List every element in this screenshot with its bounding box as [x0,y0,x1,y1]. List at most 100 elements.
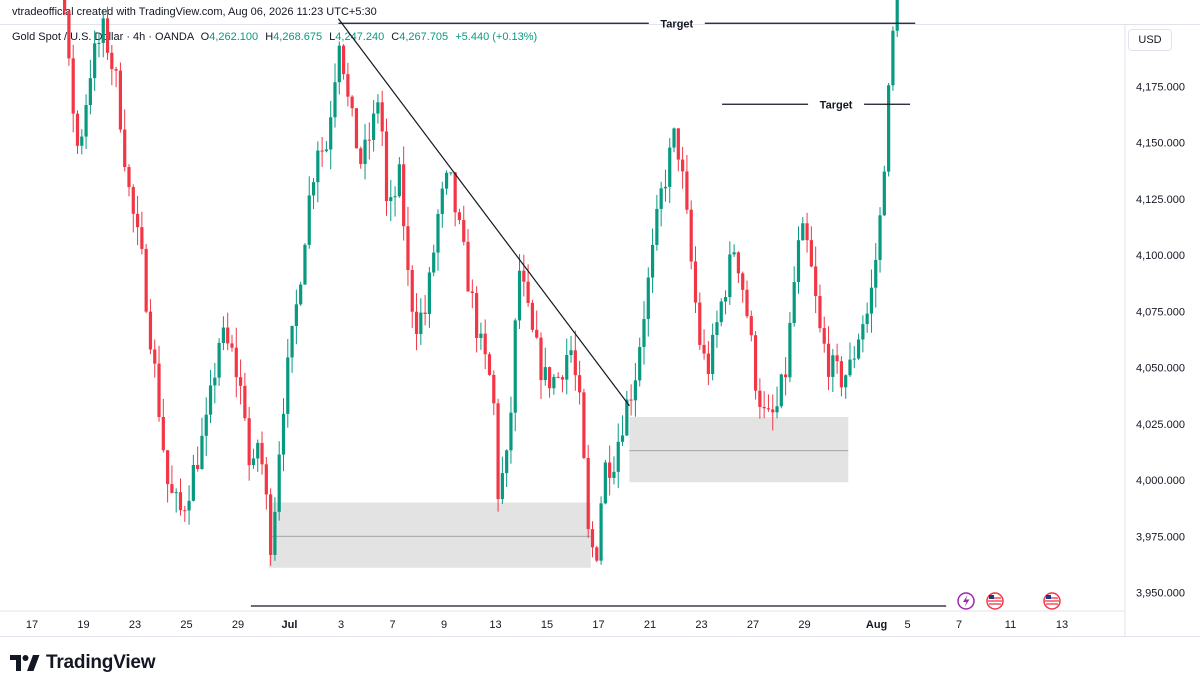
candle-body[interactable] [363,139,367,164]
candle-body[interactable] [882,171,886,216]
candle-body[interactable] [878,215,882,260]
candle-body[interactable] [758,390,762,407]
tradingview-brand[interactable]: TradingView [10,652,156,674]
candle-body[interactable] [131,187,135,214]
candle-body[interactable] [603,462,607,504]
candle-body[interactable] [217,342,221,378]
candle-body[interactable] [453,172,457,213]
candle-body[interactable] [230,343,234,348]
candle-body[interactable] [423,312,427,314]
candle-body[interactable] [329,117,333,150]
candle-body[interactable] [659,188,663,209]
candle-body[interactable] [110,52,114,70]
us-flag-event-icon[interactable] [986,592,1004,610]
candle-body[interactable] [324,149,329,152]
candle-body[interactable] [698,302,702,345]
candle-body[interactable] [410,270,414,312]
candle-body[interactable] [101,18,105,43]
support-zone[interactable] [268,502,591,568]
candle-body[interactable] [620,435,625,442]
candle-body[interactable] [337,45,341,83]
candle-body[interactable] [436,213,440,253]
candle-body[interactable] [719,301,723,323]
candle-body[interactable] [204,414,208,436]
candle-body[interactable] [895,0,899,31]
candle-body[interactable] [213,377,217,386]
candle-body[interactable] [848,359,852,376]
candle-body[interactable] [590,529,595,548]
candle-body[interactable] [509,412,513,451]
candle-body[interactable] [668,147,672,187]
candle-body[interactable] [226,327,230,344]
candle-body[interactable] [84,105,88,137]
candle-body[interactable] [655,208,659,245]
candle-body[interactable] [552,376,556,389]
candle-body[interactable] [638,346,642,381]
candle-body[interactable] [612,471,616,478]
candle-body[interactable] [380,102,384,132]
candle-body[interactable] [702,344,706,354]
candle-body[interactable] [281,413,286,455]
candle-body[interactable] [200,435,204,470]
candle-body[interactable] [861,324,865,340]
candle-body[interactable] [333,82,337,118]
candle-body[interactable] [835,355,839,362]
candle-body[interactable] [376,102,380,114]
candle-body[interactable] [796,240,801,283]
candle-body[interactable] [599,503,603,561]
candle-body[interactable] [852,358,856,360]
lightning-event-icon[interactable] [957,592,975,610]
candle-body[interactable] [869,287,874,314]
candle-body[interactable] [153,349,157,364]
candle-body[interactable] [127,167,131,188]
time-axis[interactable]: 17 19 23 25 29 Jul 3 7 9 13 15 17 21 23 27 29 Aug 5 7 11 13 [26,619,1068,631]
candle-body[interactable] [427,272,432,314]
candle-body[interactable] [530,302,535,330]
candle-body[interactable] [762,406,766,409]
candle-body[interactable] [766,408,771,410]
candle-body[interactable] [706,353,710,374]
candle-body[interactable] [402,164,406,227]
candle-body[interactable] [221,327,226,343]
candle-body[interactable] [341,45,346,75]
candle-body[interactable] [466,241,470,292]
candle-body[interactable] [629,399,633,401]
candle-body[interactable] [543,367,547,381]
candle-body[interactable] [500,473,504,500]
candle-body[interactable] [114,69,118,71]
candle-body[interactable] [286,357,290,414]
candle-body[interactable] [105,18,110,53]
candle-body[interactable] [260,442,264,465]
candle-body[interactable] [444,172,449,189]
candle-body[interactable] [522,270,526,282]
candle-body[interactable] [354,108,359,149]
candle-body[interactable] [118,70,123,130]
candle-body[interactable] [470,291,474,293]
candle-body[interactable] [80,136,84,146]
candle-body[interactable] [565,355,569,380]
candle-body[interactable] [294,304,298,327]
candle-body[interactable] [505,450,509,474]
candle-body[interactable] [144,248,148,312]
candle-body[interactable] [535,329,539,338]
candle-body[interactable] [359,148,363,164]
candle-body[interactable] [243,385,247,419]
candle-body[interactable] [779,374,783,407]
candle-body[interactable] [805,223,809,241]
candle-body[interactable] [71,58,75,114]
candle-body[interactable] [88,78,92,106]
candle-body[interactable] [556,376,560,378]
candle-body[interactable] [135,213,140,228]
candle-body[interactable] [170,484,174,493]
candle-body[interactable] [97,42,101,44]
candle-body[interactable] [191,465,195,501]
candle-body[interactable] [483,333,487,355]
candle-body[interactable] [753,335,758,391]
candle-body[interactable] [736,252,741,274]
candle-body[interactable] [311,182,316,196]
candle-body[interactable] [273,511,277,555]
candle-body[interactable] [462,219,466,242]
candle-body[interactable] [547,367,552,389]
candle-body[interactable] [715,322,719,335]
candle-body[interactable] [67,10,71,59]
